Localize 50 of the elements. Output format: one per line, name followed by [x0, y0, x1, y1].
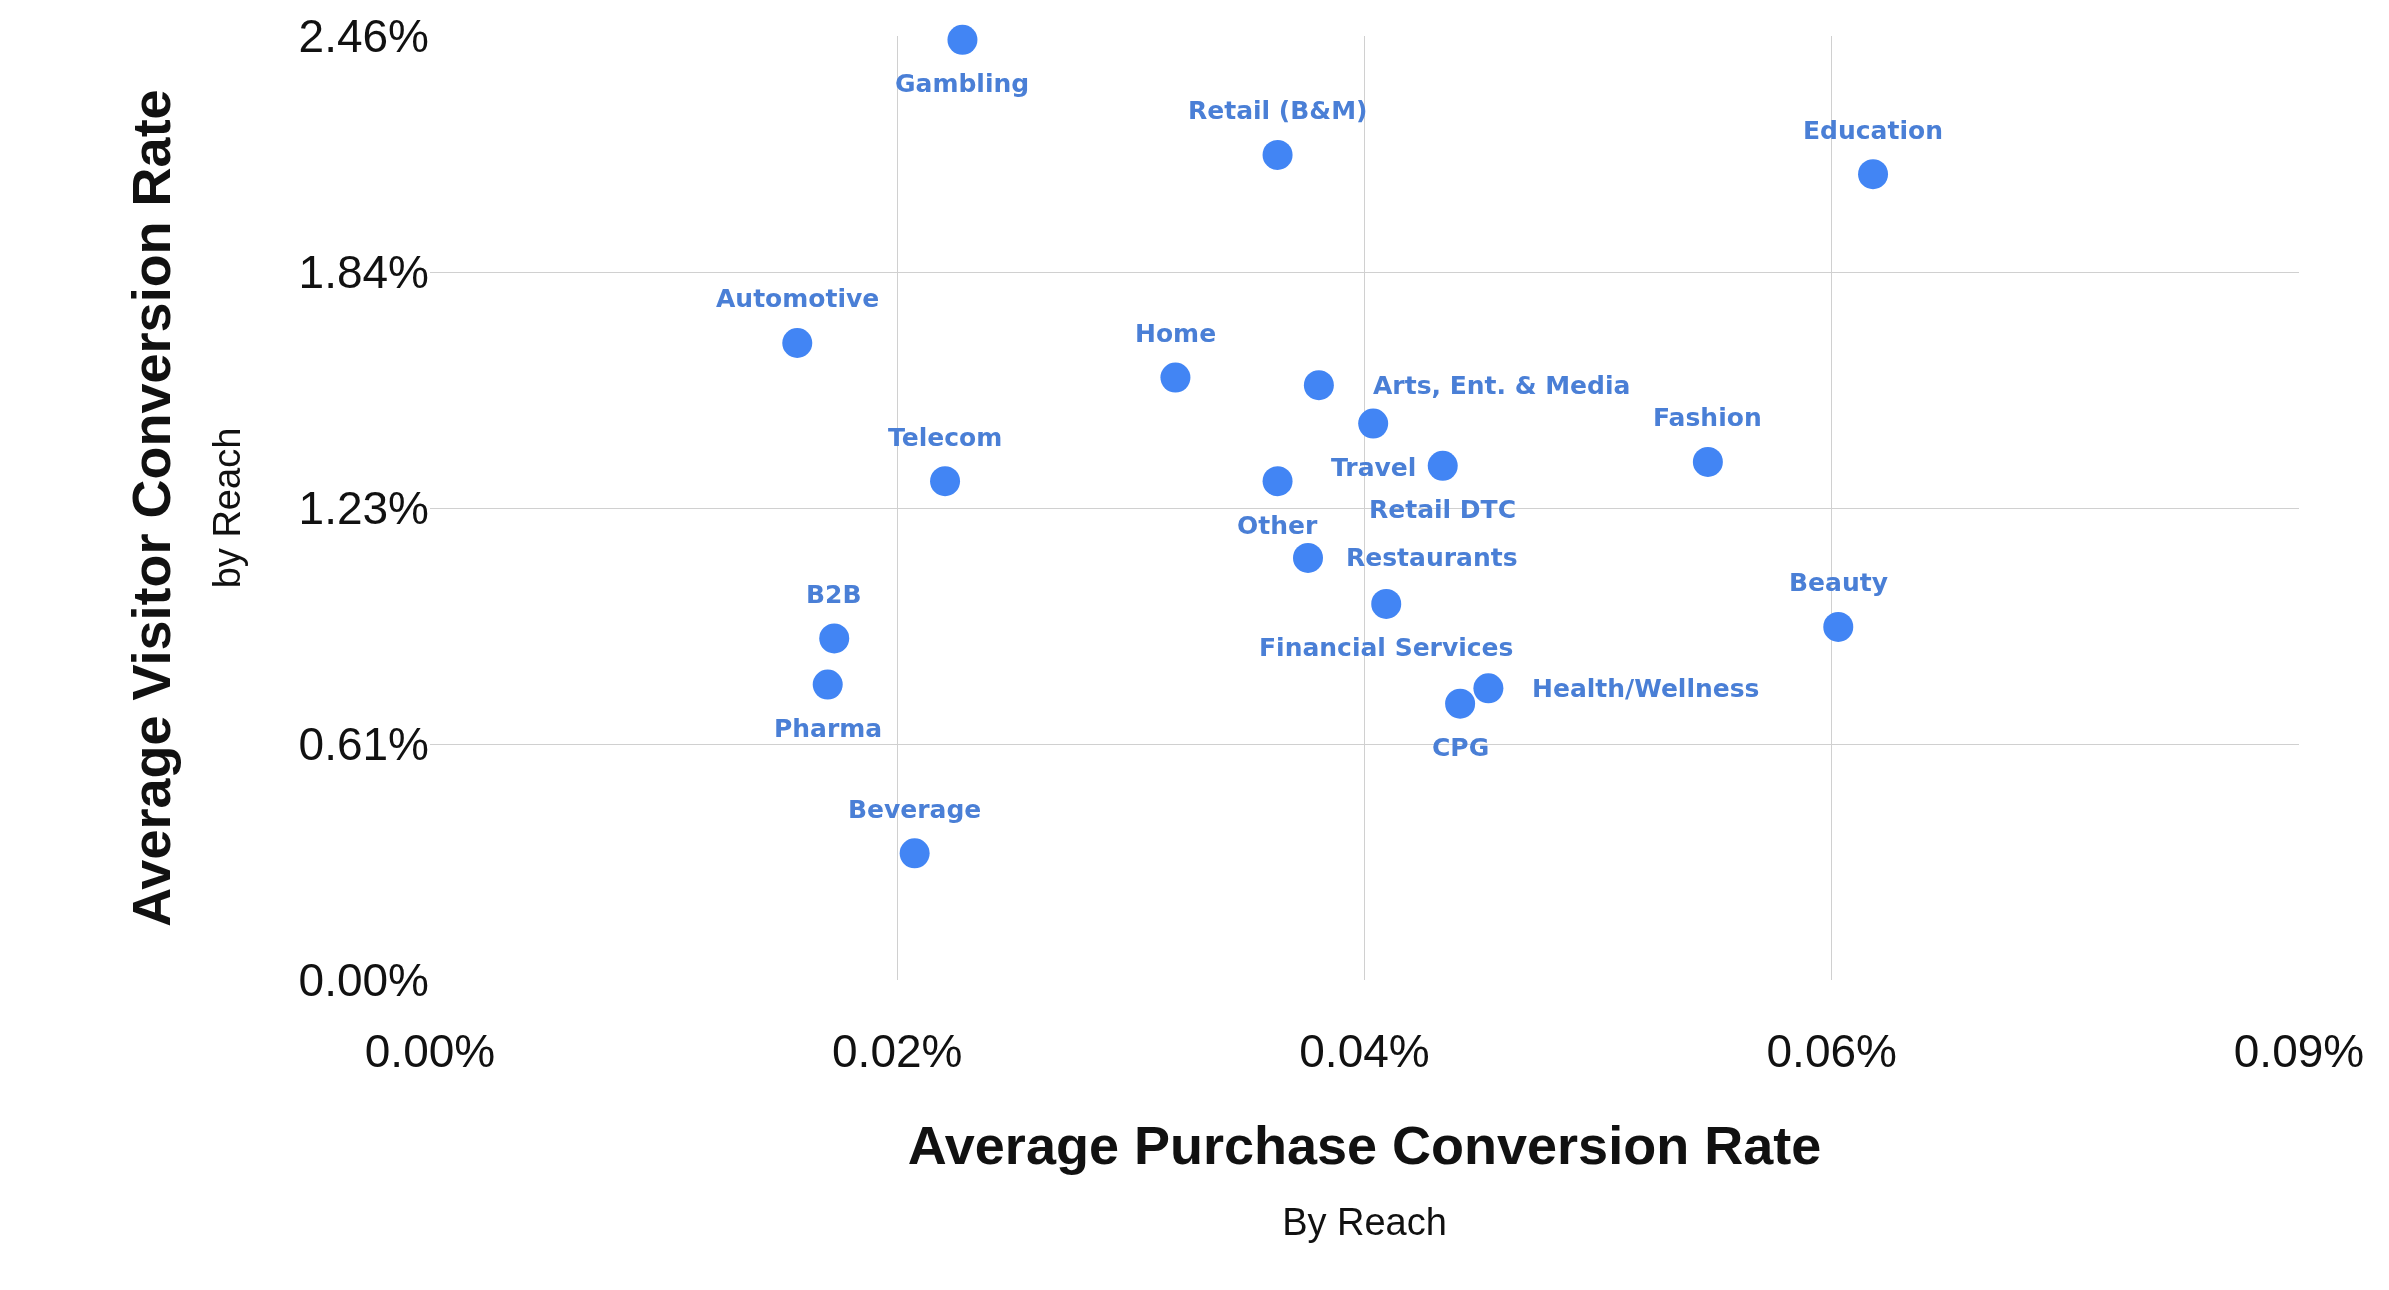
x-tick-label: 0.02% [832, 1025, 963, 1077]
point [1823, 611, 1854, 642]
point [899, 838, 930, 869]
point [930, 466, 961, 497]
annotation: Retail DTC [1369, 495, 1517, 524]
point [819, 623, 850, 654]
point [812, 669, 843, 700]
annotation: Pharma [774, 714, 883, 743]
y-axis-title: Average Visitor Conversion Rate by Reach [120, 89, 249, 927]
point [1303, 370, 1334, 401]
point [1473, 673, 1504, 704]
point [1371, 588, 1402, 619]
point [947, 24, 978, 55]
y-tick-label: 1.23% [298, 482, 429, 535]
annotation: Financial Services [1259, 633, 1514, 662]
point [1160, 362, 1191, 393]
point [1858, 159, 1889, 190]
annotation: Retail (B&M) [1188, 96, 1368, 125]
annotation: Gambling [895, 69, 1030, 98]
point [1262, 466, 1293, 497]
x-tick-label: 0.04% [1299, 1025, 1430, 1077]
annotation: Education [1803, 116, 1943, 145]
point [1262, 139, 1293, 170]
annotation: B2B [806, 580, 862, 609]
annotation: Fashion [1653, 403, 1762, 432]
y-tick-label: 1.84% [298, 246, 429, 299]
y-tick-label: 0.61% [298, 718, 429, 771]
annotation: Health/Wellness [1532, 674, 1760, 703]
annotation: Home [1135, 319, 1217, 348]
annotation: Other [1237, 511, 1318, 540]
annotation: CPG [1432, 733, 1490, 762]
x-tick-label: 0.00% [364, 1025, 496, 1077]
annotation: Restaurants [1346, 543, 1518, 572]
point [1445, 688, 1476, 719]
point [1692, 446, 1723, 477]
point [1427, 450, 1458, 481]
point [1293, 542, 1323, 573]
y-tick-label: 2.46% [298, 10, 429, 63]
y-tick-label: 0.00% [298, 954, 429, 1007]
point [782, 327, 813, 358]
annotation: Telecom [888, 423, 1003, 452]
x-axis-title: Average Purchase Conversion Rate By Reach [907, 1115, 1822, 1243]
x-tick-label: 0.09% [2233, 1025, 2365, 1077]
x-tick-label: 0.06% [1766, 1025, 1897, 1077]
point [1358, 408, 1389, 439]
annotation: Beverage [848, 795, 982, 824]
annotation: Arts, Ent. & Media [1373, 371, 1631, 400]
annotation: Beauty [1789, 568, 1888, 597]
annotation: Travel [1331, 453, 1417, 482]
annotation: Automotive [716, 284, 880, 313]
